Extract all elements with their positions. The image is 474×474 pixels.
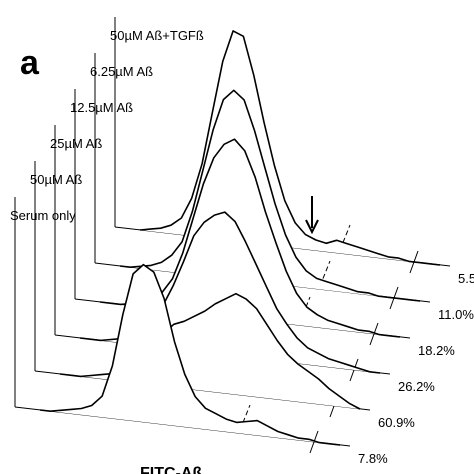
x-axis-label: FITC-Aß [140, 465, 202, 474]
tick-line [309, 430, 319, 454]
trace-fill [40, 264, 340, 445]
series-label: 12.5µM Aß [70, 100, 133, 115]
tick-line [349, 358, 359, 382]
gate-percent: 18.2% [418, 343, 455, 358]
tick-line [369, 322, 379, 346]
series-label: 6.25µM Aß [90, 64, 153, 79]
series-label: Serum only [10, 208, 76, 223]
series-label: 50µM Aß+TGFß [110, 28, 204, 43]
trace-fill [140, 30, 440, 266]
gate-percent: 5.5% [458, 271, 474, 286]
panel-label: a [20, 44, 40, 82]
gate-percent: 26.2% [398, 379, 435, 394]
series-label: 50µM Aß [30, 172, 82, 187]
gate-arrow [305, 196, 319, 235]
histogram-trace [139, 30, 441, 266]
series-label: 25µM Aß [50, 136, 102, 151]
histogram-trace [39, 263, 341, 446]
histogram-trace [119, 89, 421, 302]
gate-percent: 11.0% [438, 307, 474, 322]
gate-percent: 7.8% [358, 451, 388, 466]
gate-percent: 60.9% [378, 415, 415, 430]
